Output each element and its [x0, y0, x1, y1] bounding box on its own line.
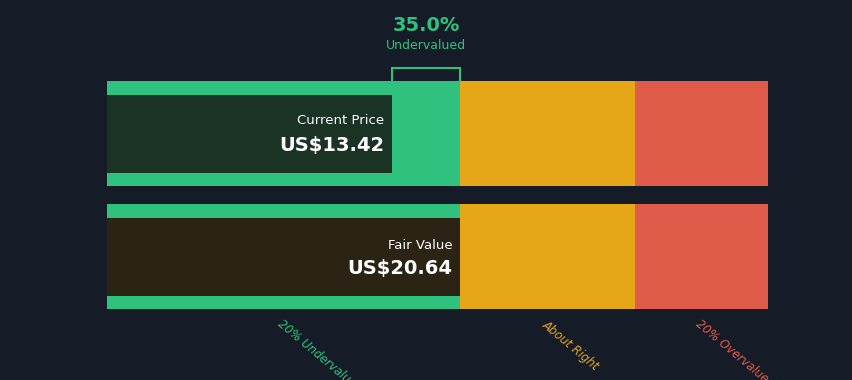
Text: 20% Undervalued: 20% Undervalued [275, 318, 364, 380]
Bar [106, 95, 392, 173]
Text: Current Price: Current Price [296, 114, 383, 127]
Bar [460, 204, 635, 309]
Text: 35.0%: 35.0% [392, 16, 459, 35]
Text: About Right: About Right [539, 318, 601, 372]
Text: Undervalued: Undervalued [386, 39, 466, 52]
Bar [106, 81, 460, 186]
Bar [460, 81, 635, 186]
Text: Fair Value: Fair Value [388, 239, 452, 252]
Bar [106, 218, 460, 296]
Bar [106, 204, 460, 309]
Text: US$13.42: US$13.42 [279, 136, 383, 155]
Bar [635, 81, 767, 186]
Text: US$20.64: US$20.64 [347, 259, 452, 278]
Bar [635, 204, 767, 309]
Text: 20% Overvalued: 20% Overvalued [693, 318, 776, 380]
